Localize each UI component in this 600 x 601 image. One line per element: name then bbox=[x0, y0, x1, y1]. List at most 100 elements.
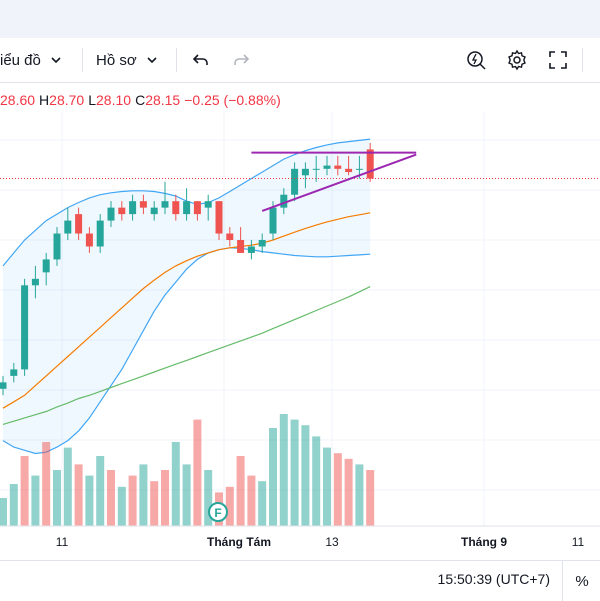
candle-body bbox=[291, 168, 299, 195]
candle-body bbox=[366, 149, 374, 179]
volume-bar bbox=[150, 481, 159, 526]
bollinger-band-fill bbox=[3, 139, 371, 454]
candle-body bbox=[247, 246, 255, 253]
moving-average-green bbox=[2, 286, 371, 425]
volume-bar bbox=[193, 419, 202, 526]
toolbar-divider bbox=[582, 48, 583, 72]
x-tick-label: 11 bbox=[56, 535, 69, 549]
candle-body bbox=[139, 201, 147, 208]
volume-bar bbox=[117, 486, 126, 526]
chart-type-dropdown[interactable]: iểu đồ bbox=[0, 38, 65, 82]
bollinger-lower-line bbox=[2, 247, 371, 455]
volume-bar bbox=[85, 475, 94, 526]
volume-bar bbox=[161, 470, 169, 526]
chevron-down-icon bbox=[147, 57, 157, 64]
x-tick-label: 11 bbox=[572, 535, 585, 549]
close-value: 28.15 bbox=[145, 92, 181, 108]
low-key: L bbox=[88, 92, 97, 108]
volume-bar bbox=[9, 484, 18, 526]
candle-body bbox=[355, 168, 363, 170]
candle-body bbox=[301, 168, 309, 176]
candle-body bbox=[0, 382, 7, 389]
chart-toolbar: iểu đồ Hồ sơ bbox=[0, 38, 600, 83]
percent-scale-toggle[interactable]: % bbox=[562, 561, 600, 601]
candle-body bbox=[345, 168, 353, 173]
clock-timezone[interactable]: 15:50:39 (UTC+7) bbox=[437, 571, 550, 587]
candle-body bbox=[53, 233, 61, 260]
candle-body bbox=[42, 259, 50, 273]
candle-body bbox=[21, 285, 29, 370]
close-key: C bbox=[135, 92, 146, 108]
high-value: 28.70 bbox=[49, 92, 85, 108]
candle-body bbox=[31, 278, 39, 286]
volume-bar bbox=[290, 419, 299, 526]
volume-bar bbox=[31, 475, 40, 526]
candle-body bbox=[334, 165, 342, 169]
volume-bar bbox=[171, 442, 180, 526]
percent-label: % bbox=[575, 572, 589, 590]
volume-bar bbox=[258, 481, 267, 526]
open-value: 28.60 bbox=[0, 92, 36, 108]
candle-body bbox=[312, 168, 320, 170]
low-value: 28.10 bbox=[96, 92, 132, 108]
volume-bar bbox=[204, 470, 213, 526]
toolbar-divider bbox=[82, 48, 83, 72]
x-tick-label: Tháng Tám bbox=[207, 535, 271, 549]
volume-bar bbox=[53, 470, 61, 526]
redo-icon[interactable] bbox=[227, 46, 255, 74]
candle-body bbox=[258, 240, 266, 247]
profile-dropdown[interactable]: Hồ sơ bbox=[96, 38, 161, 82]
toolbar-divider bbox=[176, 48, 177, 72]
fullscreen-icon[interactable] bbox=[544, 46, 572, 74]
candle-body bbox=[96, 220, 104, 247]
candle-body bbox=[280, 194, 288, 208]
volume-bar bbox=[96, 456, 105, 526]
volume-bar bbox=[182, 464, 191, 526]
candle-body bbox=[64, 220, 72, 234]
undo-icon[interactable] bbox=[187, 46, 215, 74]
volume-bar bbox=[20, 456, 29, 526]
volume-bar bbox=[323, 447, 331, 526]
volume-bar bbox=[366, 470, 375, 526]
candle-body bbox=[85, 233, 93, 247]
x-tick-label: Tháng 9 bbox=[461, 535, 507, 549]
lightning-search-icon[interactable] bbox=[462, 46, 490, 74]
candle-body bbox=[75, 214, 83, 234]
volume-bar bbox=[0, 498, 7, 526]
ohlc-legend: 28.60 H28.70 L28.10 C28.15 −0.25 (−0.88%… bbox=[0, 92, 281, 112]
volume-bar bbox=[63, 447, 72, 526]
volume-bar bbox=[128, 475, 137, 526]
candle-body bbox=[204, 201, 212, 208]
candle-body bbox=[129, 201, 137, 215]
volume-bar bbox=[225, 486, 234, 526]
candle-body bbox=[215, 201, 223, 234]
candle-body bbox=[193, 201, 201, 215]
candle-body bbox=[269, 207, 277, 234]
volume-bar bbox=[312, 436, 321, 526]
chevron-down-icon bbox=[51, 57, 61, 64]
financial-event-label: F bbox=[214, 506, 221, 520]
chart-type-label: iểu đồ bbox=[0, 51, 41, 69]
candle-body bbox=[183, 201, 191, 215]
candle-body bbox=[226, 233, 234, 240]
volume-bar bbox=[74, 464, 83, 526]
price-chart[interactable]: F 11 Tháng Tám 13 Tháng 9 11 bbox=[0, 0, 600, 560]
candle-body bbox=[237, 240, 245, 253]
volume-bar bbox=[344, 458, 353, 526]
trendline-support bbox=[261, 153, 417, 212]
gear-icon[interactable] bbox=[503, 46, 531, 74]
moving-average-orange bbox=[2, 212, 371, 409]
price-change: −0.25 (−0.88%) bbox=[184, 92, 281, 108]
volume-bar bbox=[139, 464, 148, 526]
profile-label: Hồ sơ bbox=[96, 51, 137, 69]
volume-bar bbox=[301, 425, 310, 526]
x-tick-label: 13 bbox=[325, 535, 339, 549]
candle-body bbox=[323, 165, 331, 169]
candle-body bbox=[10, 369, 18, 376]
volume-bar bbox=[42, 442, 51, 526]
high-key: H bbox=[39, 92, 50, 108]
candle-body bbox=[107, 207, 115, 221]
volume-bar bbox=[333, 453, 342, 526]
volume-bar bbox=[269, 428, 277, 526]
volume-bar bbox=[247, 475, 256, 526]
